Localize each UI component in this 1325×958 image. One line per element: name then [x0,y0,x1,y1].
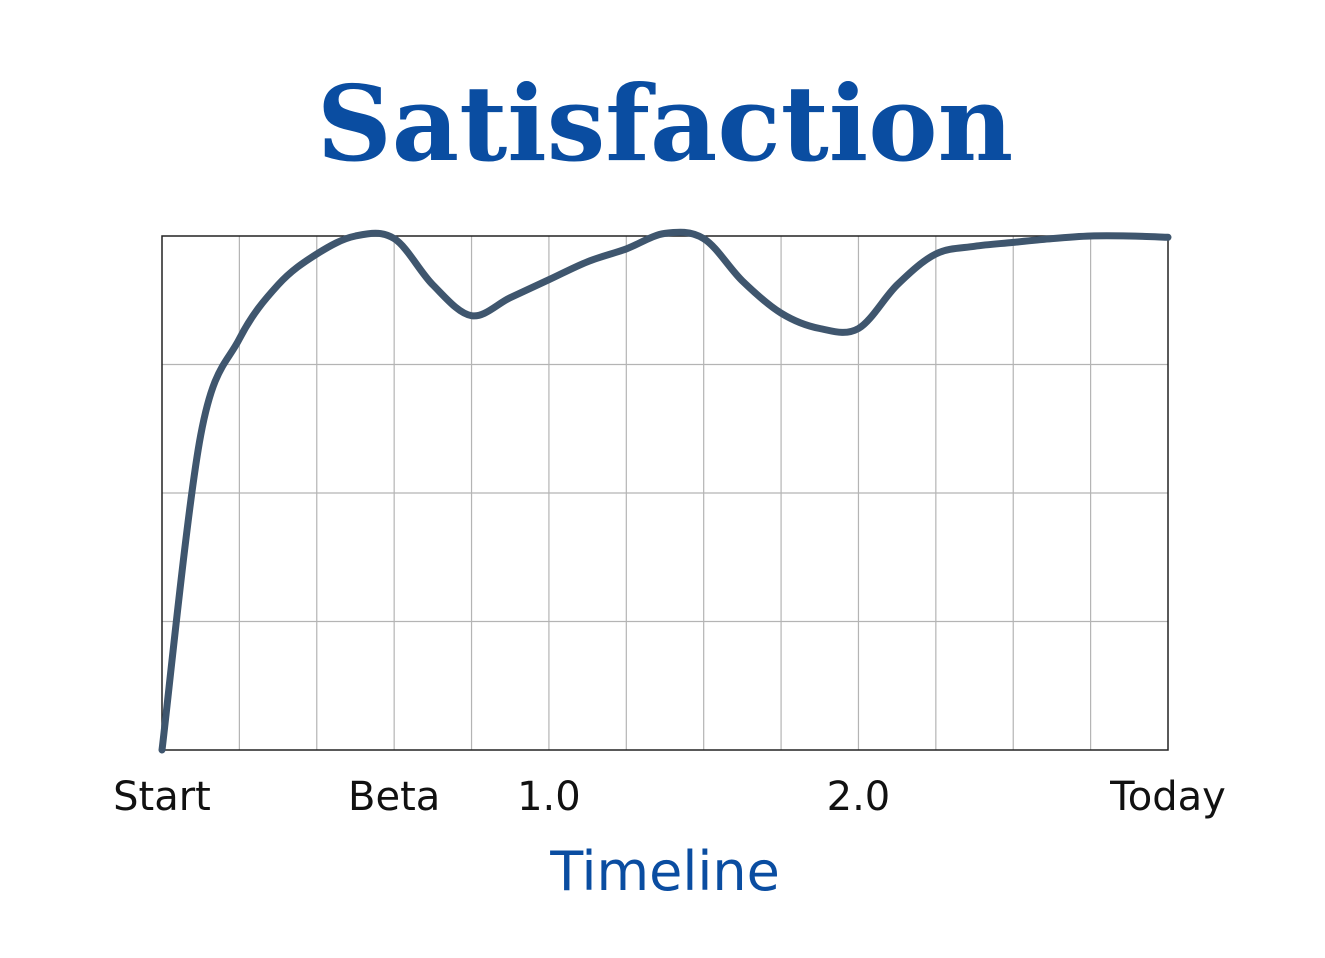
chart-title: Satisfaction [317,62,1014,185]
grid [162,236,1168,750]
x-axis-label: Timeline [549,840,780,903]
x-tick-label: Today [1109,774,1226,820]
x-tick-label: Start [113,774,211,820]
x-tick-labels: Start Beta 1.0 2.0 Today [113,774,1226,820]
satisfaction-line [162,232,1168,750]
x-tick-label: 1.0 [517,774,581,820]
x-tick-label: 2.0 [827,774,891,820]
x-tick-label: Beta [348,774,440,820]
